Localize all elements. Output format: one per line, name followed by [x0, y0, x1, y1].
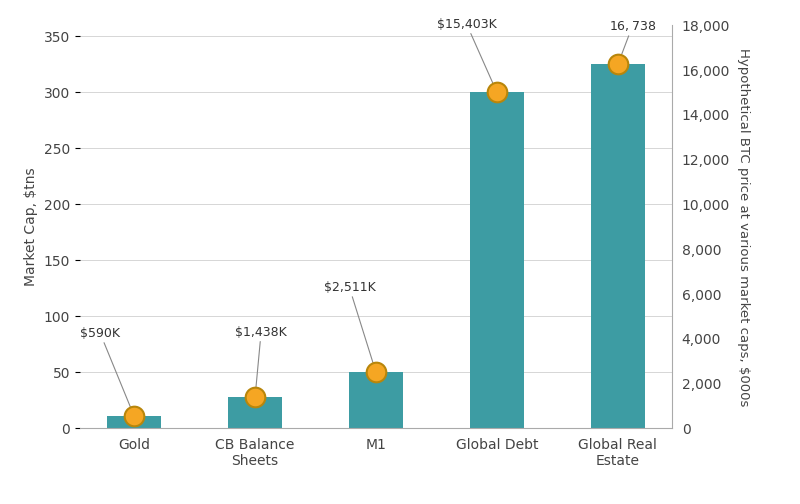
Bar: [470, 92, 524, 428]
Point: [370, 368, 382, 376]
Bar: [107, 416, 162, 428]
Bar: [228, 397, 282, 428]
Text: $15,403K: $15,403K: [437, 18, 497, 92]
Y-axis label: Market Cap, $tns: Market Cap, $tns: [24, 167, 38, 286]
Text: $16,738$: $16,738$: [609, 19, 656, 65]
Bar: [349, 372, 403, 428]
Text: $2,511K: $2,511K: [323, 281, 376, 372]
Point: [128, 412, 141, 420]
Y-axis label: Hypothetical BTC price at various market caps, $000s: Hypothetical BTC price at various market…: [737, 47, 750, 406]
Text: $1,438K: $1,438K: [235, 326, 287, 397]
Point: [249, 393, 262, 401]
Bar: [590, 65, 645, 428]
Text: $590K: $590K: [80, 327, 134, 416]
Point: [611, 60, 624, 69]
Point: [490, 88, 503, 96]
